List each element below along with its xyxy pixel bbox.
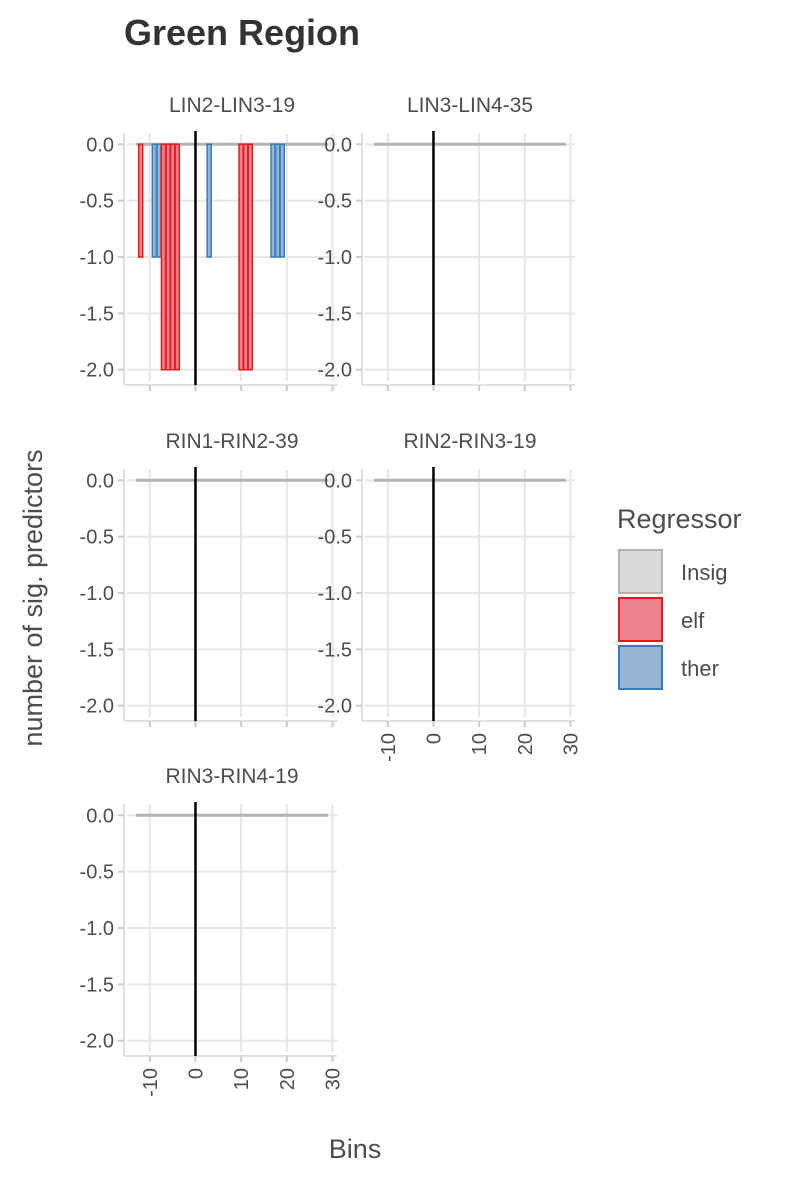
y-tick-label: -1.5	[318, 639, 352, 661]
y-tick-label: -2.0	[318, 360, 352, 382]
x-tick-label: 20	[515, 733, 537, 755]
bar-elf	[247, 143, 254, 371]
bar-ther	[156, 143, 162, 258]
y-tick-label: 0.0	[86, 805, 114, 827]
x-tick-label: 10	[231, 1068, 253, 1090]
bar-elf	[242, 143, 249, 371]
y-tick-label: -1.0	[80, 583, 114, 605]
bar-elf	[137, 143, 144, 258]
legend-label: ther	[681, 656, 719, 681]
y-tick-label: -1.5	[80, 639, 114, 661]
legend-label: Insig	[681, 560, 727, 585]
panel-title: LIN3-LIN4-35	[407, 94, 533, 117]
y-tick-label: -0.5	[80, 862, 114, 884]
x-tick-label: 20	[277, 1068, 299, 1090]
bar-elf	[174, 143, 181, 371]
panel-title: LIN2-LIN3-19	[169, 94, 295, 117]
panel-title: RIN2-RIN3-19	[403, 430, 536, 453]
x-tick-label: 30	[560, 733, 582, 755]
y-tick-label: -0.5	[80, 191, 114, 213]
y-tick-label: -1.0	[80, 247, 114, 269]
x-tick-label: -10	[140, 1068, 162, 1097]
bar-elf	[238, 143, 244, 371]
x-tick-label: 30	[322, 1068, 344, 1090]
y-tick-label: -1.0	[318, 247, 352, 269]
legend-key-elf	[618, 597, 663, 642]
legend-title: Regressor	[617, 504, 742, 534]
y-tick-label: -2.0	[80, 1031, 114, 1053]
y-axis-title: number of sig. predictors	[18, 449, 48, 746]
y-tick-label: -2.0	[318, 696, 352, 718]
y-tick-label: 0.0	[86, 470, 114, 492]
bar-elf	[160, 143, 167, 371]
y-tick-label: -1.0	[80, 918, 114, 940]
bar-elf	[165, 143, 171, 371]
legend-key-ther	[618, 645, 663, 690]
bar-ther	[274, 143, 281, 258]
y-tick-label: 0.0	[324, 134, 352, 156]
legend-label: elf	[681, 608, 705, 633]
y-tick-label: -1.5	[318, 303, 352, 325]
y-tick-label: -0.5	[318, 191, 352, 213]
y-tick-label: -2.0	[80, 696, 114, 718]
x-tick-label: 0	[423, 733, 445, 744]
y-tick-label: -1.5	[80, 974, 114, 996]
bar-ther	[206, 143, 212, 258]
bar-ther	[270, 143, 276, 258]
y-tick-label: 0.0	[324, 470, 352, 492]
x-tick-label: -10	[378, 733, 400, 762]
chart-title: Green Region	[124, 12, 361, 53]
x-tick-label: 0	[185, 1068, 207, 1079]
panel-title: RIN1-RIN2-39	[165, 430, 298, 453]
bar-ther	[151, 143, 158, 258]
legend-key-insig	[618, 549, 663, 594]
panel-title: RIN3-RIN4-19	[165, 765, 298, 788]
x-tick-label: 10	[469, 733, 491, 755]
bar-elf	[169, 143, 176, 371]
y-tick-label: -2.0	[80, 360, 114, 382]
y-tick-label: -1.0	[318, 583, 352, 605]
x-axis-title: Bins	[329, 1134, 382, 1164]
y-tick-label: 0.0	[86, 134, 114, 156]
y-tick-label: -0.5	[318, 527, 352, 549]
y-tick-label: -0.5	[80, 527, 114, 549]
y-tick-label: -1.5	[80, 303, 114, 325]
bar-ther	[279, 143, 286, 258]
